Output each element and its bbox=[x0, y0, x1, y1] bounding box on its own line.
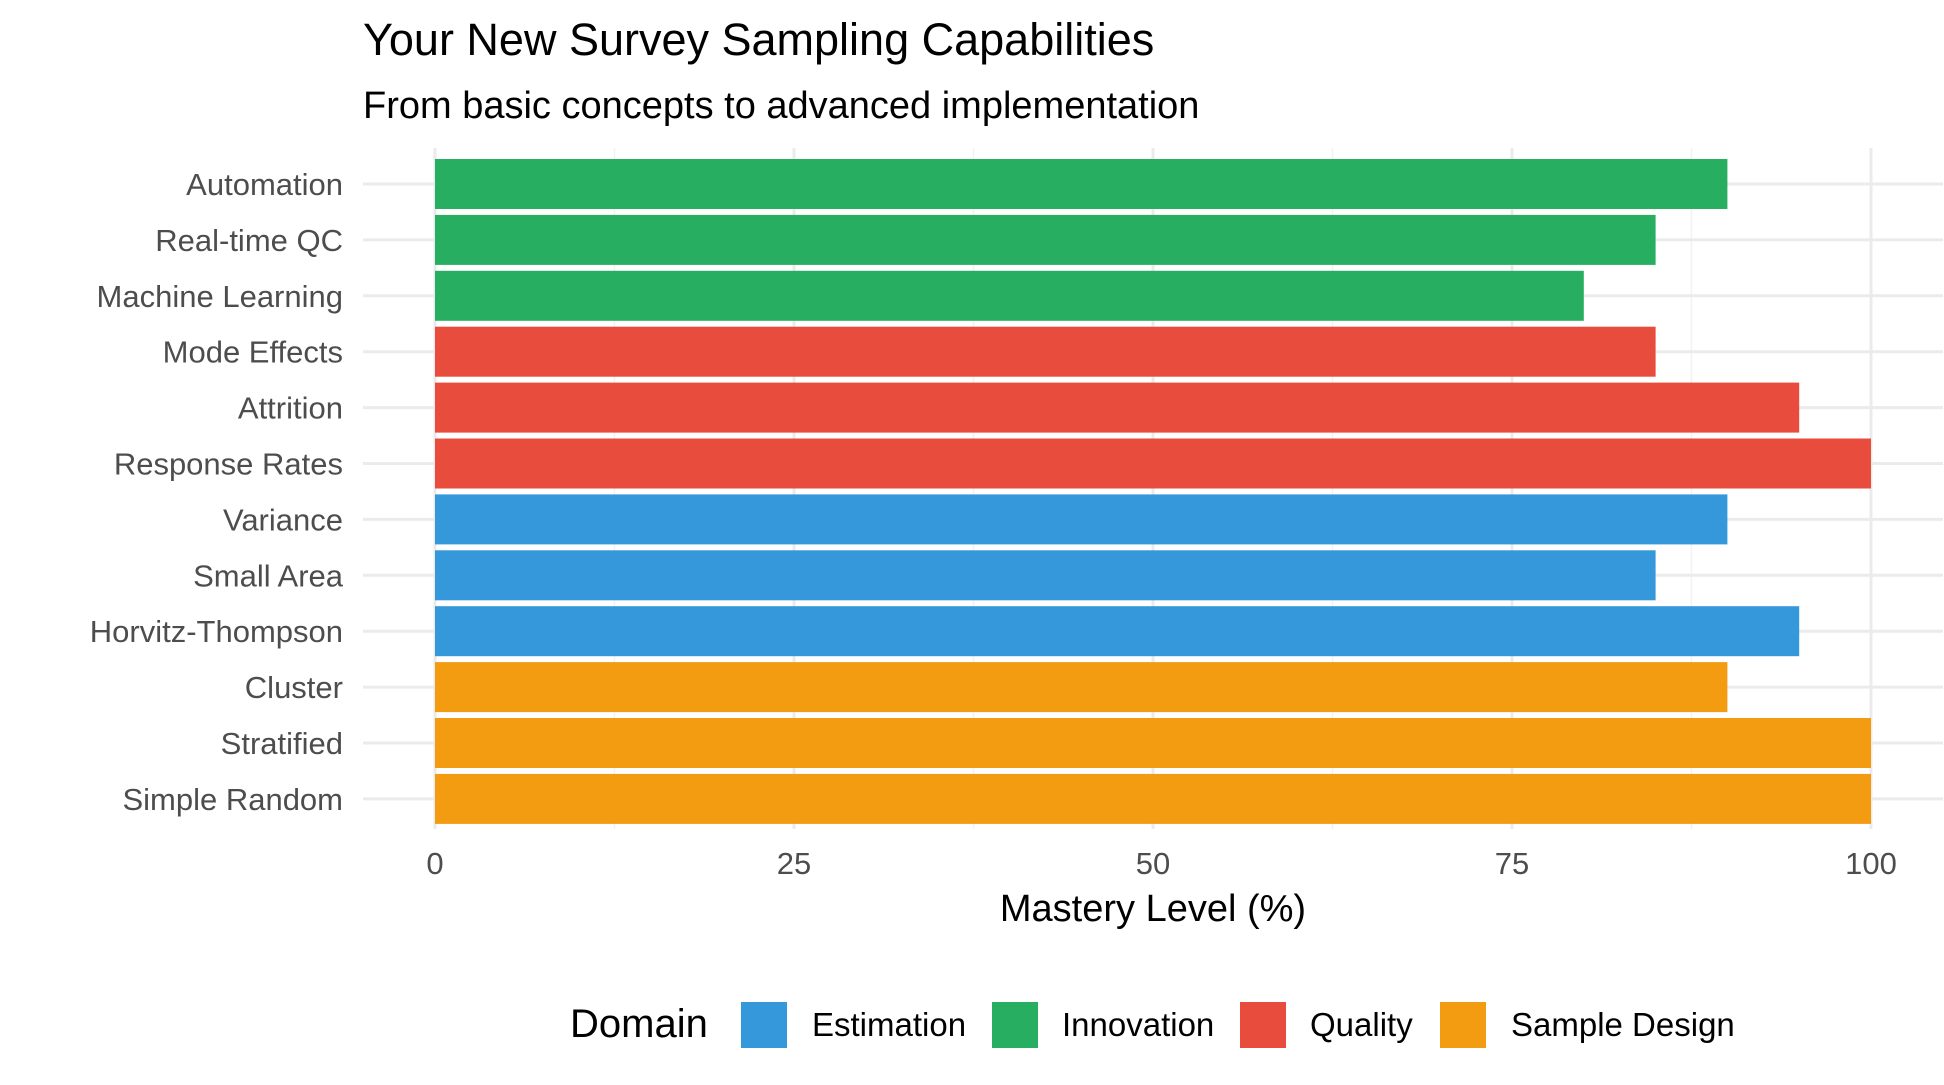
x-tick-label: 50 bbox=[1136, 846, 1170, 881]
x-tick-label: 75 bbox=[1495, 846, 1529, 881]
legend-key bbox=[741, 1002, 787, 1048]
category-label: Variance bbox=[223, 502, 343, 537]
legend-label: Estimation bbox=[812, 1006, 966, 1043]
x-tick-label: 100 bbox=[1845, 846, 1897, 881]
legend-key bbox=[1440, 1002, 1486, 1048]
category-labels: Automation Real-time QC Machine Learning Mo… bbox=[90, 167, 344, 817]
x-tick-label: 25 bbox=[777, 846, 811, 881]
category-label: Cluster bbox=[245, 670, 343, 705]
x-axis-ticks: 0 25 50 75 100 bbox=[426, 846, 1896, 881]
bar-variance bbox=[435, 494, 1728, 545]
category-label: Response Rates bbox=[114, 447, 343, 482]
chart-subtitle: From basic concepts to advanced implemen… bbox=[363, 85, 1199, 127]
category-label: Mode Effects bbox=[163, 335, 343, 370]
category-label: Machine Learning bbox=[97, 279, 343, 314]
category-label: Small Area bbox=[193, 558, 344, 593]
legend-label: Quality bbox=[1310, 1006, 1413, 1043]
bar-real-time-qc bbox=[435, 214, 1656, 265]
category-label: Real-time QC bbox=[155, 223, 343, 258]
bar-mode-effects bbox=[435, 326, 1656, 377]
legend-key bbox=[992, 1002, 1038, 1048]
legend: Domain Estimation Innovation Quality Sample … bbox=[570, 1002, 1735, 1048]
bar-horvitz-thompson bbox=[435, 606, 1800, 657]
category-label: Attrition bbox=[238, 391, 343, 426]
bar-machine-learning bbox=[435, 270, 1584, 321]
bar-stratified bbox=[435, 718, 1871, 768]
category-label: Simple Random bbox=[122, 782, 343, 817]
legend-label: Sample Design bbox=[1511, 1006, 1735, 1043]
bar-attrition bbox=[435, 382, 1800, 433]
legend-title: Domain bbox=[570, 1002, 708, 1046]
legend-label: Innovation bbox=[1062, 1006, 1214, 1043]
bars-group bbox=[435, 159, 1871, 824]
category-label: Automation bbox=[186, 167, 343, 202]
bar-cluster bbox=[435, 662, 1728, 713]
category-label: Horvitz-Thompson bbox=[90, 614, 343, 649]
x-axis-title: Mastery Level (%) bbox=[1000, 888, 1306, 930]
bar-simple-random bbox=[435, 773, 1871, 824]
legend-key bbox=[1240, 1002, 1286, 1048]
category-label: Stratified bbox=[221, 726, 343, 761]
bar-automation bbox=[435, 159, 1728, 209]
bar-response-rates bbox=[435, 438, 1871, 489]
x-tick-label: 0 bbox=[426, 846, 443, 881]
bar-small-area bbox=[435, 550, 1656, 601]
chart-title: Your New Survey Sampling Capabilities bbox=[363, 14, 1154, 65]
